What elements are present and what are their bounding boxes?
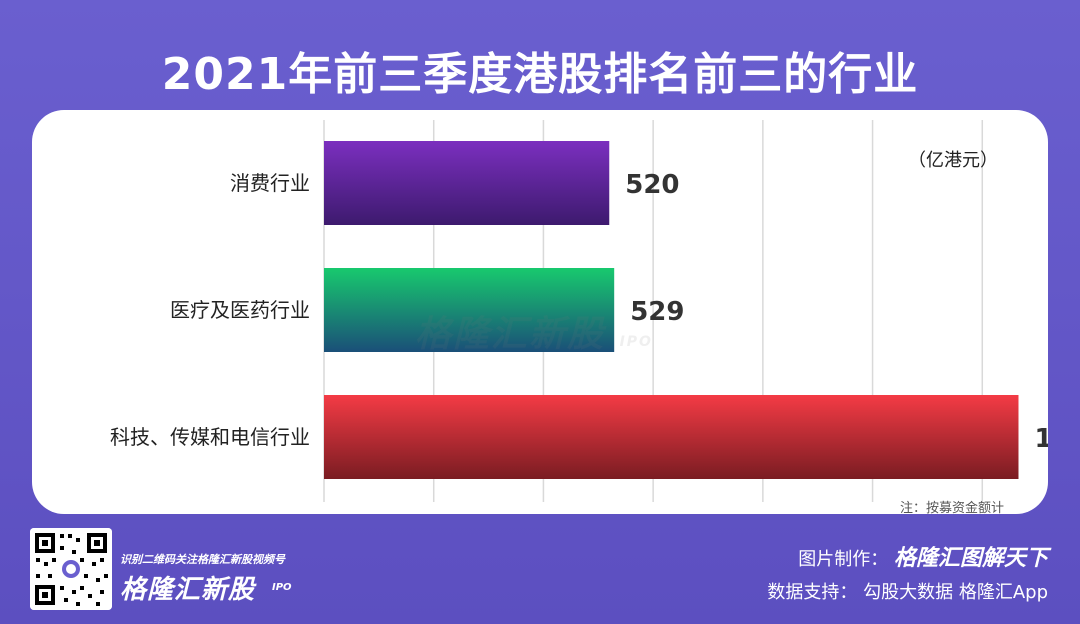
- page-title: 2021年前三季度港股排名前三的行业: [161, 49, 919, 100]
- chart-card: 消费行业 520 医疗及医药行业 529 科技、传媒和电信行业 1266 格隆汇新股 IP…: [32, 110, 1048, 514]
- data-source-line: 数据支持： 勾股大数据 格隆汇App: [767, 578, 1048, 604]
- watermark-brand: 格隆汇新股: [415, 314, 606, 355]
- brand-sub: IPO: [272, 582, 292, 593]
- data-source-value: 勾股大数据 格隆汇App: [863, 582, 1048, 603]
- bar-1: [324, 268, 615, 352]
- brand-logo: 格隆汇新股: [120, 575, 256, 605]
- footer: 识别二维码关注格隆汇新股视频号 格隆汇新股 IPO 图片制作： 格隆汇图解天下 …: [0, 514, 1080, 624]
- credit-value: 格隆汇图解天下: [893, 546, 1048, 571]
- category-label: 医疗及医药行业: [170, 298, 310, 322]
- data-source-label: 数据支持：: [767, 582, 858, 603]
- category-label: 消费行业: [230, 171, 310, 195]
- bar-2: [324, 395, 1019, 479]
- unit-label: （亿港元）: [908, 150, 998, 171]
- bar-chart: 消费行业 520 医疗及医药行业 529 科技、传媒和电信行业 1266: [110, 120, 1048, 502]
- source-note: 注：按募资金额计: [900, 501, 1005, 514]
- watermark: 格隆汇新股 IPO: [415, 305, 653, 357]
- credit-label: 图片制作：: [798, 549, 889, 570]
- scan-instruction: 识别二维码关注格隆汇新股视频号: [120, 553, 285, 566]
- qr-code-icon[interactable]: [30, 528, 112, 610]
- credit-line: 图片制作： 格隆汇图解天下: [798, 540, 1048, 572]
- bar-0: [324, 141, 610, 225]
- watermark-sub: IPO: [619, 334, 653, 350]
- category-label: 科技、传媒和电信行业: [110, 425, 310, 449]
- value-label: 520: [625, 170, 679, 200]
- value-label: 1266: [1034, 424, 1048, 454]
- value-label: 529: [630, 297, 684, 327]
